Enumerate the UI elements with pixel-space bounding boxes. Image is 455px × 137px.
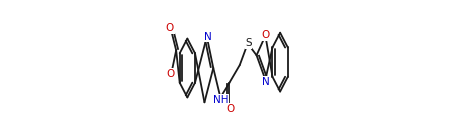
Text: N: N bbox=[203, 32, 211, 42]
Text: O: O bbox=[261, 30, 269, 40]
Text: S: S bbox=[244, 38, 251, 48]
Text: O: O bbox=[226, 104, 234, 114]
Text: N: N bbox=[261, 77, 269, 87]
Text: O: O bbox=[166, 23, 174, 33]
Text: O: O bbox=[166, 69, 175, 79]
Text: NH: NH bbox=[212, 95, 228, 105]
